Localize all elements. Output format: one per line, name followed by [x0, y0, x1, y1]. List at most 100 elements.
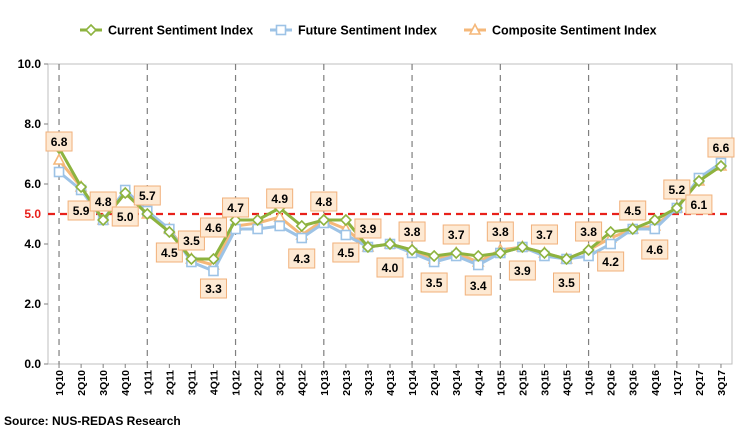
current-point	[560, 252, 573, 266]
data-label-box	[663, 179, 691, 200]
data-label-box	[442, 224, 470, 245]
data-label: 3.4	[470, 279, 487, 293]
current-point	[516, 240, 529, 254]
x-tick-label: 3Q14	[451, 370, 463, 396]
data-label: 4.3	[293, 252, 310, 266]
x-tick-label: 3Q11	[186, 370, 198, 395]
current-point	[604, 225, 617, 239]
current-point	[670, 201, 683, 215]
current-point	[383, 237, 397, 251]
future-point	[296, 232, 308, 244]
data-label: 3.9	[514, 264, 531, 278]
current-point	[207, 252, 220, 266]
data-label-box	[597, 251, 625, 272]
future-point	[340, 229, 352, 241]
x-tick-label: 1Q14	[407, 370, 419, 396]
data-label: 4.2	[602, 255, 619, 269]
x-tick-label: 2Q14	[429, 370, 441, 396]
data-label: 3.7	[448, 228, 465, 242]
current-point	[185, 252, 198, 266]
current-point	[119, 186, 132, 200]
current-point	[361, 240, 375, 254]
data-label-box	[354, 218, 382, 239]
current-point	[582, 243, 595, 257]
data-label-box	[133, 185, 161, 206]
data-label-box	[575, 221, 603, 242]
data-label: 4.6	[205, 221, 222, 235]
current-point	[626, 222, 639, 236]
current-point	[74, 180, 88, 194]
x-tick-label: 2Q15	[517, 370, 529, 396]
data-label-box	[222, 197, 250, 218]
x-tick-label: 1Q16	[584, 370, 596, 396]
current-point	[295, 219, 308, 233]
data-label-box	[641, 239, 669, 260]
data-label: 4.8	[315, 195, 332, 209]
data-label: 3.3	[205, 282, 222, 296]
data-label-box	[155, 242, 183, 263]
x-tick-label: 4Q16	[650, 370, 662, 396]
y-tick-label: 6.0	[24, 177, 41, 191]
x-tick-label: 3Q17	[716, 370, 728, 396]
data-label-box	[332, 242, 360, 263]
data-label-box	[464, 275, 492, 296]
current-point	[692, 174, 706, 188]
data-label-box	[45, 131, 73, 152]
current-point	[472, 249, 485, 263]
data-label-box	[420, 272, 448, 293]
data-label-box	[199, 278, 227, 299]
data-label-box	[398, 221, 426, 242]
legend-label: Composite Sentiment Index	[492, 24, 657, 38]
x-tick-label: 1Q13	[319, 370, 331, 396]
data-label: 5.7	[139, 189, 156, 203]
x-tick-label: 4Q14	[473, 370, 485, 396]
current-point	[714, 159, 728, 173]
data-label: 6.8	[51, 135, 68, 149]
future-point	[53, 166, 65, 178]
current-point	[494, 246, 507, 260]
x-tick-label: 1Q15	[495, 370, 507, 396]
x-tick-label: 1Q12	[231, 370, 243, 396]
current-point	[450, 246, 463, 260]
current-point	[648, 213, 661, 227]
data-label-box	[111, 206, 139, 227]
current-point	[538, 246, 551, 260]
x-tick-label: 1Q11	[142, 370, 154, 395]
x-tick-label: 3Q12	[275, 370, 287, 396]
data-label: 3.8	[492, 225, 509, 239]
data-label: 3.5	[426, 276, 443, 290]
data-label-box	[266, 188, 294, 209]
source-note: Source: NUS-REDAS Research	[4, 414, 181, 428]
x-tick-label: 4Q12	[297, 370, 309, 396]
x-tick-label: 3Q16	[628, 370, 640, 396]
data-label-box	[685, 194, 713, 215]
x-tick-label: 1Q10	[54, 370, 66, 396]
data-label: 4.8	[95, 195, 112, 209]
x-tick-label: 2Q13	[341, 370, 353, 396]
y-tick-label: 10.0	[18, 57, 42, 71]
data-label: 3.5	[558, 276, 575, 290]
current-point	[97, 213, 110, 227]
data-label: 6.6	[713, 141, 730, 155]
data-label-box	[89, 191, 117, 212]
data-label: 3.8	[404, 225, 421, 239]
data-label: 4.7	[227, 201, 244, 215]
data-label: 3.9	[360, 222, 377, 236]
x-tick-label: 2Q11	[164, 370, 176, 395]
data-label-box	[508, 260, 536, 281]
data-label: 5.2	[668, 183, 685, 197]
legend-label: Current Sentiment Index	[108, 24, 253, 38]
x-tick-label: 4Q10	[120, 370, 132, 396]
x-tick-label: 1Q17	[672, 370, 684, 396]
data-label: 4.5	[338, 246, 355, 260]
data-label-box	[199, 217, 227, 238]
data-label: 6.1	[691, 198, 708, 212]
x-tick-label: 2Q17	[694, 370, 706, 396]
x-tick-label: 3Q15	[539, 370, 551, 396]
data-label-box	[530, 224, 558, 245]
x-tick-label: 3Q13	[363, 370, 375, 396]
x-tick-label: 2Q16	[606, 370, 618, 396]
y-tick-label: 2.0	[24, 297, 41, 311]
current-point	[251, 213, 264, 227]
current-point	[317, 213, 330, 227]
